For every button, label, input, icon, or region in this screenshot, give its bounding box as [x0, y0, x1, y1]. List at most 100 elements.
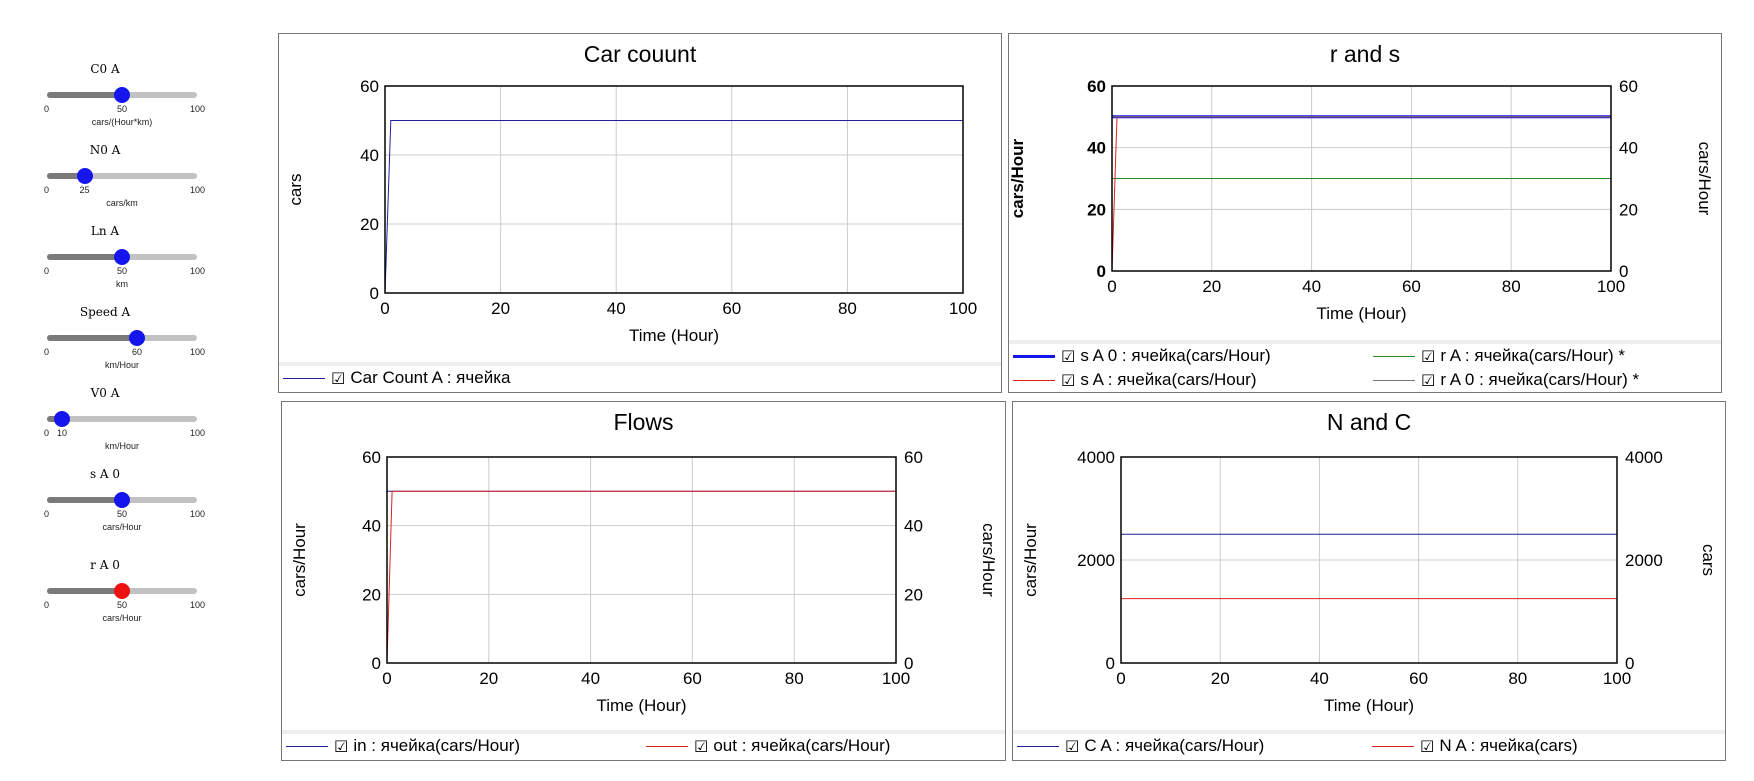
- x-tick-label: 40: [607, 299, 626, 318]
- x-axis-title: Time (Hour): [1316, 304, 1406, 323]
- slider-knob[interactable]: [114, 87, 130, 103]
- slider-track[interactable]: [47, 330, 197, 346]
- slider-unit: km/Hour: [104, 360, 139, 370]
- slider-knob[interactable]: [76, 168, 93, 184]
- slider-min-label: 0: [44, 600, 50, 610]
- y-right-tick-label: 0: [904, 654, 913, 673]
- legend-checkbox-icon[interactable]: ☑: [1065, 736, 1080, 756]
- slider-unit: km/Hour: [104, 441, 139, 451]
- y-right-tick-label: 20: [904, 585, 923, 604]
- legend-checkbox-icon[interactable]: ☑: [331, 368, 346, 388]
- slider-label: V0 A: [90, 386, 120, 400]
- legend-checkbox-icon[interactable]: ☑: [1421, 370, 1436, 390]
- x-tick-label: 60: [1402, 277, 1421, 296]
- slider-max-label: 100: [190, 185, 206, 195]
- x-tick-label: 60: [1409, 669, 1428, 688]
- y-right-tick-label: 20: [1619, 200, 1638, 219]
- y-right-tick-label: 0: [1619, 262, 1628, 281]
- slider-mid-label: 50: [117, 266, 128, 276]
- slider-min-label: 0: [44, 104, 50, 114]
- legend-item-1[interactable]: ☑ Car Count A : ячейка: [283, 368, 510, 388]
- legend-item-1[interactable]: ☑ in : ячейка(cars/Hour): [286, 736, 520, 756]
- slider-track[interactable]: [47, 87, 197, 103]
- slider-2[interactable]: N0 A 0 25 100 cars/km: [30, 143, 210, 223]
- legend-swatch: [1013, 354, 1055, 358]
- slider-fill: [47, 588, 122, 594]
- slider-label: N0 A: [89, 143, 121, 157]
- x-tick-label: 20: [1202, 277, 1221, 296]
- slider-track[interactable]: [47, 492, 197, 508]
- y-right-tick-label: 2000: [1625, 551, 1663, 570]
- slider-min-label: 0: [44, 185, 50, 195]
- slider-track[interactable]: [47, 168, 197, 184]
- slider-knob[interactable]: [114, 492, 130, 508]
- legend-item-1[interactable]: ☑ s A 0 : ячейка(cars/Hour): [1013, 346, 1271, 366]
- slider-min-label: 0: [44, 347, 50, 357]
- legend-item-2[interactable]: ☑ N A : ячейка(cars): [1372, 736, 1578, 756]
- y-right-tick-label: 0: [1625, 654, 1634, 673]
- slider-5[interactable]: V0 A 0 10 100 km/Hour: [30, 386, 210, 466]
- x-tick-label: 80: [838, 299, 857, 318]
- x-axis-title: Time (Hour): [596, 696, 686, 715]
- y-axis-title: cars/Hour: [290, 523, 309, 597]
- legend-swatch: [1372, 745, 1414, 747]
- legend-checkbox-icon[interactable]: ☑: [1420, 736, 1435, 756]
- chart-panel-1: Car couunt 0 20 40 60 80 100 0 20 40 60 Time (Hour)…: [278, 33, 1002, 393]
- y-tick-label: 2000: [1077, 551, 1115, 570]
- y-right-axis-title: cars/Hour: [979, 523, 998, 597]
- slider-track[interactable]: [47, 411, 197, 427]
- slider-7[interactable]: r A 0 0 50 100 cars/Hour: [30, 558, 210, 638]
- x-tick-label: 20: [479, 669, 498, 688]
- y-right-axis-title: cars/Hour: [1695, 142, 1714, 216]
- slider-track[interactable]: [47, 583, 197, 599]
- slider-unit: cars/(Hour*km): [91, 117, 153, 127]
- slider-knob[interactable]: [54, 411, 70, 427]
- slider-4[interactable]: Speed A 0 60 100 km/Hour: [30, 305, 210, 385]
- legend-item-4[interactable]: ☑ r A 0 : ячейка(cars/Hour) *: [1373, 370, 1639, 390]
- slider-min-label: 0: [44, 266, 50, 276]
- slider-knob[interactable]: [114, 583, 130, 599]
- legend-swatch: [1373, 379, 1415, 381]
- x-tick-label: 0: [382, 669, 391, 688]
- legend-swatch: [283, 377, 325, 379]
- x-tick-label: 60: [722, 299, 741, 318]
- legend-item-1[interactable]: ☑ C A : ячейка(cars/Hour): [1017, 736, 1264, 756]
- chart-title: r and s: [1330, 41, 1400, 67]
- slider-fill: [47, 335, 137, 341]
- legend-checkbox-icon[interactable]: ☑: [334, 736, 349, 756]
- slider-knob[interactable]: [114, 249, 130, 265]
- slider-1[interactable]: C0 A 0 50 100 cars/(Hour*km): [30, 62, 210, 142]
- legend-checkbox-icon[interactable]: ☑: [694, 736, 709, 756]
- y-tick-label: 40: [1087, 139, 1106, 158]
- y-right-axis-title: cars: [1699, 544, 1718, 576]
- series-line-1: [384, 120, 963, 294]
- slider-3[interactable]: Ln A 0 50 100 km: [30, 224, 210, 304]
- slider-6[interactable]: s A 0 0 50 100 cars/Hour: [30, 467, 210, 547]
- legend-checkbox-icon[interactable]: ☑: [1061, 346, 1076, 366]
- slider-track[interactable]: [47, 249, 197, 265]
- slider-min-label: 0: [44, 509, 50, 519]
- legend-checkbox-icon[interactable]: ☑: [1421, 346, 1436, 366]
- legend-checkbox-icon[interactable]: ☑: [1061, 370, 1076, 390]
- legend-item-2[interactable]: ☑ out : ячейка(cars/Hour): [646, 736, 890, 756]
- x-tick-label: 0: [1107, 277, 1116, 296]
- y-right-tick-label: 40: [1619, 139, 1638, 158]
- legend-item-3[interactable]: ☑ s A : ячейка(cars/Hour): [1013, 370, 1257, 390]
- x-tick-label: 40: [1310, 669, 1329, 688]
- chart-panel-4: N and C 0 20 40 60 80 100 0 2000 4000 0 2000 4000 Tim…: [1012, 401, 1726, 761]
- slider-knob[interactable]: [129, 330, 145, 346]
- x-tick-label: 80: [1502, 277, 1521, 296]
- legend-item-2[interactable]: ☑ r A : ячейка(cars/Hour) *: [1373, 346, 1625, 366]
- slider-unit: cars/Hour: [102, 613, 142, 623]
- x-tick-label: 40: [581, 669, 600, 688]
- y-tick-label: 20: [1087, 200, 1106, 219]
- series-line-2: [386, 490, 896, 664]
- legend-swatch: [1373, 355, 1415, 357]
- slider-max-label: 100: [190, 600, 206, 610]
- slider-mid-label: 10: [57, 428, 68, 438]
- y-tick-label: 0: [1097, 262, 1106, 281]
- slider-label: Ln A: [90, 224, 120, 238]
